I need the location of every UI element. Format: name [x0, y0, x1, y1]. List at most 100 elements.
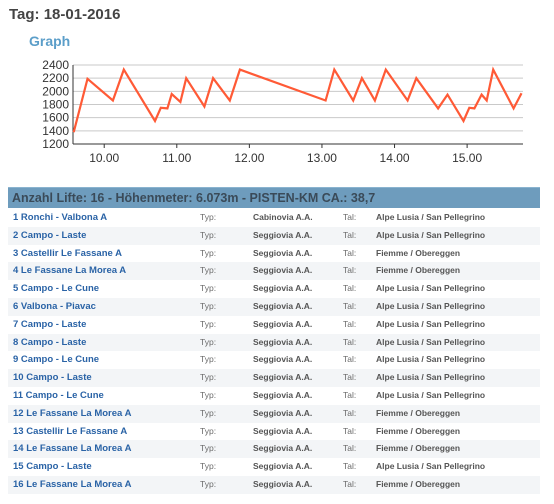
typ-label: Typ: [200, 212, 217, 222]
lift-valley: Fiemme / Obereggen [376, 425, 461, 436]
typ-label: Typ: [200, 389, 217, 400]
lift-table: 1 Ronchi - Valbona A Typ: Cabinovia A.A. Ta… [8, 209, 540, 494]
lift-name-link[interactable]: 13 Castellir Le Fassane A [13, 425, 128, 437]
lift-type: Seggiovia A.A. [253, 336, 313, 347]
typ-label: Typ: [200, 354, 217, 365]
table-row: 3 Castellir Le Fassane A Typ: Seggiovia A.… [8, 245, 540, 263]
typ-label: Typ: [200, 372, 217, 383]
lift-valley: Alpe Lusia / San Pellegrino [376, 212, 486, 222]
lift-name-link[interactable]: 12 Le Fassane La Morea A [13, 407, 132, 419]
table-row: 11 Campo - Le Cune Typ: Seggiovia A.A. Tal:… [8, 387, 540, 405]
x-tick-label: 14.00 [380, 151, 410, 165]
y-tick-label: 2000 [42, 84, 69, 98]
lift-valley: Alpe Lusia / San Pellegrino [376, 372, 486, 383]
table-row: 14 Le Fassane La Morea A Typ: Seggiovia A.… [8, 440, 540, 459]
lift-name-link[interactable]: 3 Castellir Le Fassane A [13, 247, 122, 259]
table-row: 9 Campo - Le Cune Typ: Seggiovia A.A. Tal: A… [8, 351, 540, 369]
lift-type: Seggiovia A.A. [253, 443, 313, 454]
lift-valley: Fiemme / Obereggen [376, 407, 461, 418]
lift-type: Seggiovia A.A. [253, 425, 313, 436]
summary-bar: Anzahl Lifte: 16 - Höhenmeter: 6.073m - … [8, 187, 540, 208]
tal-label: Tal: [343, 372, 357, 383]
tal-label: Tal: [343, 425, 357, 436]
x-tick-label: 10.00 [89, 151, 119, 165]
x-tick-label: 11.00 [162, 151, 191, 165]
y-tick-label: 2400 [42, 58, 69, 72]
typ-label: Typ: [200, 283, 217, 294]
lift-valley: Alpe Lusia / San Pellegrino [376, 300, 486, 311]
lift-type: Seggiovia A.A. [253, 407, 313, 418]
tal-label: Tal: [343, 212, 357, 222]
graph-heading: Graph [29, 33, 71, 49]
page-title: Tag: 18-01-2016 [9, 6, 121, 23]
lift-valley: Alpe Lusia / San Pellegrino [376, 354, 486, 365]
lift-valley: Alpe Lusia / San Pellegrino [376, 336, 486, 347]
lift-valley: Alpe Lusia / San Pellegrino [376, 283, 486, 294]
y-tick-label: 1800 [42, 98, 69, 112]
tal-label: Tal: [343, 283, 357, 294]
lift-type: Seggiovia A.A. [253, 265, 313, 276]
tal-label: Tal: [343, 461, 357, 472]
lift-name-link[interactable]: 6 Valbona - Piavac [13, 300, 96, 312]
lift-type: Seggiovia A.A. [253, 354, 313, 365]
tal-label: Tal: [343, 265, 357, 276]
tal-label: Tal: [343, 300, 357, 311]
tal-label: Tal: [343, 336, 357, 347]
typ-label: Typ: [200, 229, 217, 240]
lift-type: Seggiovia A.A. [253, 247, 313, 258]
typ-label: Typ: [200, 265, 217, 276]
typ-label: Typ: [200, 300, 217, 311]
lift-name-link[interactable]: 9 Campo - Le Cune [13, 354, 100, 366]
table-row: 13 Castellir Le Fassane A Typ: Seggiovia A… [8, 423, 540, 441]
lift-type: Seggiovia A.A. [253, 389, 313, 400]
typ-label: Typ: [200, 478, 217, 489]
y-tick-label: 2200 [42, 71, 69, 85]
table-row: 4 Le Fassane La Morea A Typ: Seggiovia A.A… [8, 262, 540, 281]
table-row: 16 Le Fassane La Morea A Typ: Seggiovia A.… [8, 475, 540, 494]
lift-type: Seggiovia A.A. [253, 300, 313, 311]
table-row: 8 Campo - Laste Typ: Seggiovia A.A. Tal: Alp… [8, 333, 540, 352]
typ-label: Typ: [200, 443, 217, 454]
lift-name-link[interactable]: 1 Ronchi - Valbona A [13, 212, 108, 223]
tal-label: Tal: [343, 478, 357, 489]
y-tick-label: 1400 [42, 124, 69, 138]
table-row: 10 Campo - Laste Typ: Seggiovia A.A. Tal: Al… [8, 369, 540, 387]
tal-label: Tal: [343, 247, 357, 258]
tal-label: Tal: [343, 407, 357, 418]
lift-name-link[interactable]: 5 Campo - Le Cune [13, 283, 100, 295]
table-row: 5 Campo - Le Cune Typ: Seggiovia A.A. Tal: A… [8, 280, 540, 298]
lift-name-link[interactable]: 4 Le Fassane La Morea A [13, 265, 127, 277]
typ-label: Typ: [200, 461, 217, 472]
typ-label: Typ: [200, 425, 217, 436]
lift-type: Seggiovia A.A. [253, 283, 313, 294]
lift-name-link[interactable]: 8 Campo - Laste [13, 336, 87, 348]
series-line [72, 66, 523, 133]
lift-valley: Fiemme / Obereggen [376, 478, 461, 489]
lift-name-link[interactable]: 15 Campo - Laste [13, 461, 92, 473]
lift-name-link[interactable]: 7 Campo - Laste [13, 318, 87, 330]
lift-name-link[interactable]: 11 Campo - Le Cune [13, 389, 104, 401]
lift-name-link[interactable]: 14 Le Fassane La Morea A [13, 443, 132, 455]
lift-name-link[interactable]: 16 Le Fassane La Morea A [13, 478, 132, 490]
lift-type: Cabinovia A.A. [253, 212, 313, 222]
tal-label: Tal: [343, 443, 357, 454]
lift-type: Seggiovia A.A. [253, 318, 313, 329]
y-tick-label: 1200 [42, 137, 69, 151]
lift-type: Seggiovia A.A. [253, 372, 313, 383]
lift-valley: Fiemme / Obereggen [376, 265, 461, 276]
table-row: 2 Campo - Laste Typ: Seggiovia A.A. Tal: Alp… [8, 226, 540, 245]
tal-label: Tal: [343, 229, 357, 240]
lift-valley: Alpe Lusia / San Pellegrino [376, 389, 486, 400]
lift-valley: Alpe Lusia / San Pellegrino [376, 318, 486, 329]
lift-name-link[interactable]: 10 Campo - Laste [13, 372, 92, 384]
lift-name-link[interactable]: 2 Campo - Laste [13, 229, 87, 241]
tal-label: Tal: [343, 354, 357, 365]
y-tick-label: 1600 [42, 111, 69, 125]
x-tick-label: 13.00 [307, 151, 337, 165]
typ-label: Typ: [200, 318, 217, 329]
lift-type: Seggiovia A.A. [253, 461, 313, 472]
table-row: 7 Campo - Laste Typ: Seggiovia A.A. Tal: Alp… [8, 316, 540, 334]
lift-type: Seggiovia A.A. [253, 478, 313, 489]
typ-label: Typ: [200, 247, 217, 258]
lift-valley: Fiemme / Obereggen [376, 247, 461, 258]
